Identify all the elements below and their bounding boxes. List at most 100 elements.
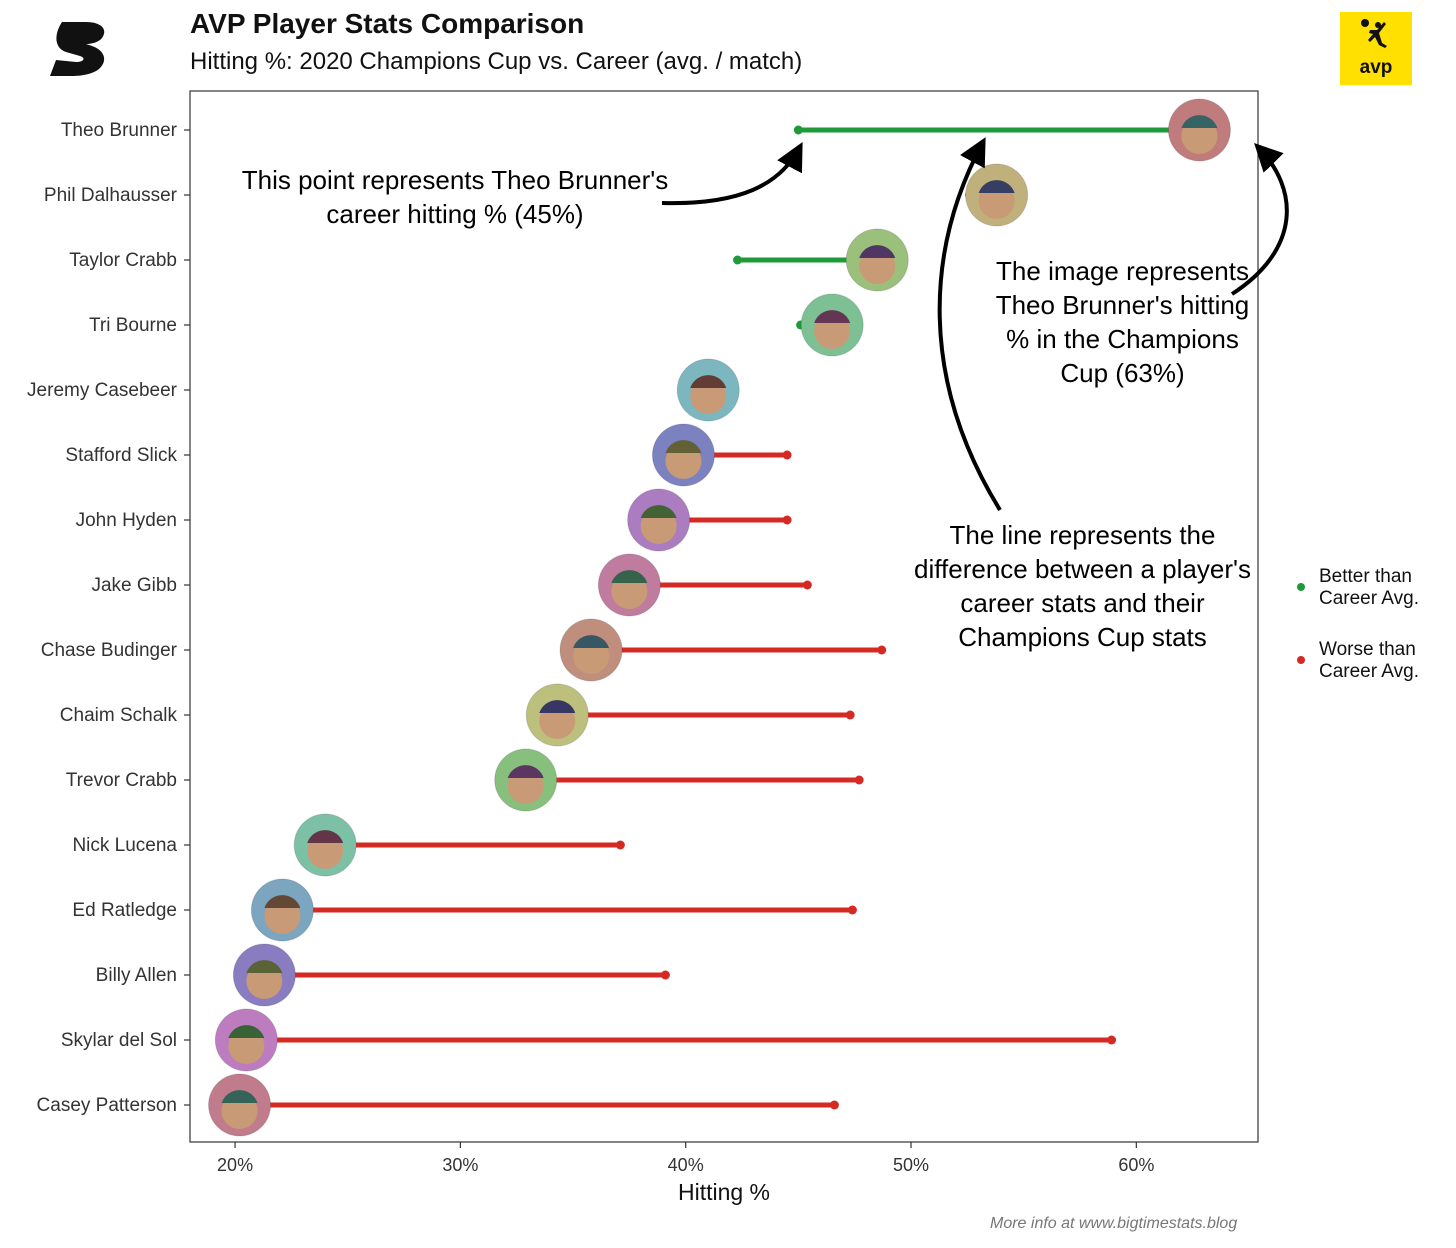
career-point: [829, 1100, 839, 1110]
player-row: Chaim Schalk: [60, 683, 855, 747]
y-tick-label: Tri Bourne: [89, 315, 177, 336]
annotation-arrows: [661, 137, 1289, 512]
volleyball-player-icon: [1361, 19, 1387, 48]
player-photo-hair: [221, 1090, 258, 1103]
legend-item-worse: Worse than Career Avg.: [1292, 639, 1434, 683]
career-point: [733, 255, 743, 265]
legend: Better than Career Avg. Worse than Caree…: [1292, 566, 1434, 712]
player-row: Jake Gibb: [91, 553, 812, 617]
player-photo-outline: [559, 618, 623, 682]
player-photo-hair: [690, 375, 727, 388]
player-photo-hair: [1181, 115, 1218, 128]
player-photo-hair: [978, 180, 1015, 193]
x-tick-label: 20%: [217, 1155, 253, 1175]
career-point: [615, 840, 625, 850]
legend-label-worse: Worse than Career Avg.: [1319, 639, 1419, 682]
y-tick-label: Billy Allen: [96, 965, 177, 986]
career-point: [854, 775, 864, 785]
player-photo-hair: [246, 960, 283, 973]
career-point: [782, 450, 792, 460]
player-photo-hair: [507, 765, 544, 778]
player-photo-outline: [293, 813, 357, 877]
player-row: Ed Ratledge: [72, 878, 857, 942]
x-tick-label: 40%: [668, 1155, 704, 1175]
career-point: [660, 970, 670, 980]
y-tick-label: Jeremy Casebeer: [27, 380, 178, 401]
career-point: [877, 645, 887, 655]
y-tick-label: Taylor Crabb: [69, 250, 177, 271]
annotation-career-point: This point represents Theo Brunner's car…: [241, 165, 669, 229]
player-row: Theo Brunner: [61, 98, 1231, 162]
y-tick-label: Casey Patterson: [37, 1095, 177, 1116]
career-point: [847, 905, 857, 915]
x-tick-label: 30%: [442, 1155, 478, 1175]
player-photo-outline: [1167, 98, 1231, 162]
career-point: [845, 710, 855, 720]
avp-logo-text: avp: [1359, 57, 1393, 78]
player-photo-hair: [665, 440, 702, 453]
player-photo-hair: [307, 830, 344, 843]
player-row: Phil Dalhausser: [44, 163, 1029, 227]
legend-label-better: Better than Career Avg.: [1319, 566, 1419, 609]
annotation-arrow-line: [937, 137, 1002, 512]
bigtimestats-logo: [50, 22, 105, 76]
player-row: Trevor Crabb: [66, 748, 864, 812]
player-photo-outline: [250, 878, 314, 942]
career-point: [782, 515, 792, 525]
player-photo-outline: [208, 1073, 272, 1137]
player-photo-outline: [232, 943, 296, 1007]
player-photo-outline: [800, 293, 864, 357]
y-tick-label: Nick Lucena: [72, 835, 177, 856]
player-row: Tri Bourne: [89, 293, 864, 357]
career-point: [802, 580, 812, 590]
player-row: John Hyden: [76, 488, 792, 552]
career-point: [1107, 1035, 1117, 1045]
y-tick-label: Chaim Schalk: [60, 705, 178, 726]
player-photo-hair: [814, 310, 851, 323]
annotation-line: The line represents the difference betwe…: [914, 520, 1251, 652]
player-photo-hair: [611, 570, 648, 583]
y-tick-label: John Hyden: [76, 510, 177, 531]
player-row: Taylor Crabb: [69, 228, 909, 292]
player-row: Nick Lucena: [72, 813, 625, 877]
plot-panel-border: [189, 90, 1259, 1143]
player-row: Stafford Slick: [65, 423, 792, 487]
y-tick-label: Jake Gibb: [91, 575, 177, 596]
avp-logo: avp: [1340, 12, 1412, 85]
player-photo-outline: [525, 683, 589, 747]
x-tick-label: 60%: [1118, 1155, 1154, 1175]
footer-source: More info at www.bigtimestats.blog: [990, 1215, 1238, 1232]
y-tick-label: Trevor Crabb: [66, 770, 177, 791]
player-photo-hair: [640, 505, 677, 518]
chart-title: AVP Player Stats Comparison: [190, 8, 585, 39]
legend-dot-worse: [1297, 656, 1305, 664]
x-tick-label: 50%: [893, 1155, 929, 1175]
player-photo-outline: [845, 228, 909, 292]
chart-subtitle: Hitting %: 2020 Champions Cup vs. Career…: [190, 48, 803, 75]
player-photo-hair: [264, 895, 301, 908]
player-photo-hair: [859, 245, 896, 258]
player-photo-outline: [494, 748, 558, 812]
player-row: Jeremy Casebeer: [27, 358, 740, 422]
y-tick-label: Phil Dalhausser: [44, 185, 178, 206]
player-row: Billy Allen: [96, 943, 670, 1007]
legend-item-better: Better than Career Avg.: [1292, 566, 1434, 610]
player-photo-hair: [573, 635, 610, 648]
player-photo-outline: [965, 163, 1029, 227]
player-photo-outline: [214, 1008, 278, 1072]
y-tick-label: Chase Budinger: [41, 640, 178, 661]
player-photo-outline: [651, 423, 715, 487]
player-photo-outline: [627, 488, 691, 552]
player-row: Casey Patterson: [37, 1073, 839, 1137]
annotation-image: The image represents Theo Brunner's hitt…: [995, 256, 1250, 388]
player-photo-outline: [676, 358, 740, 422]
y-tick-label: Stafford Slick: [65, 445, 177, 466]
annotation-arrow-career-point: [661, 142, 803, 206]
x-axis-title: Hitting %: [678, 1179, 770, 1205]
y-tick-label: Ed Ratledge: [72, 900, 177, 921]
player-photo-hair: [228, 1025, 265, 1038]
y-tick-label: Theo Brunner: [61, 120, 178, 141]
career-point: [793, 125, 803, 135]
player-photo-outline: [597, 553, 661, 617]
